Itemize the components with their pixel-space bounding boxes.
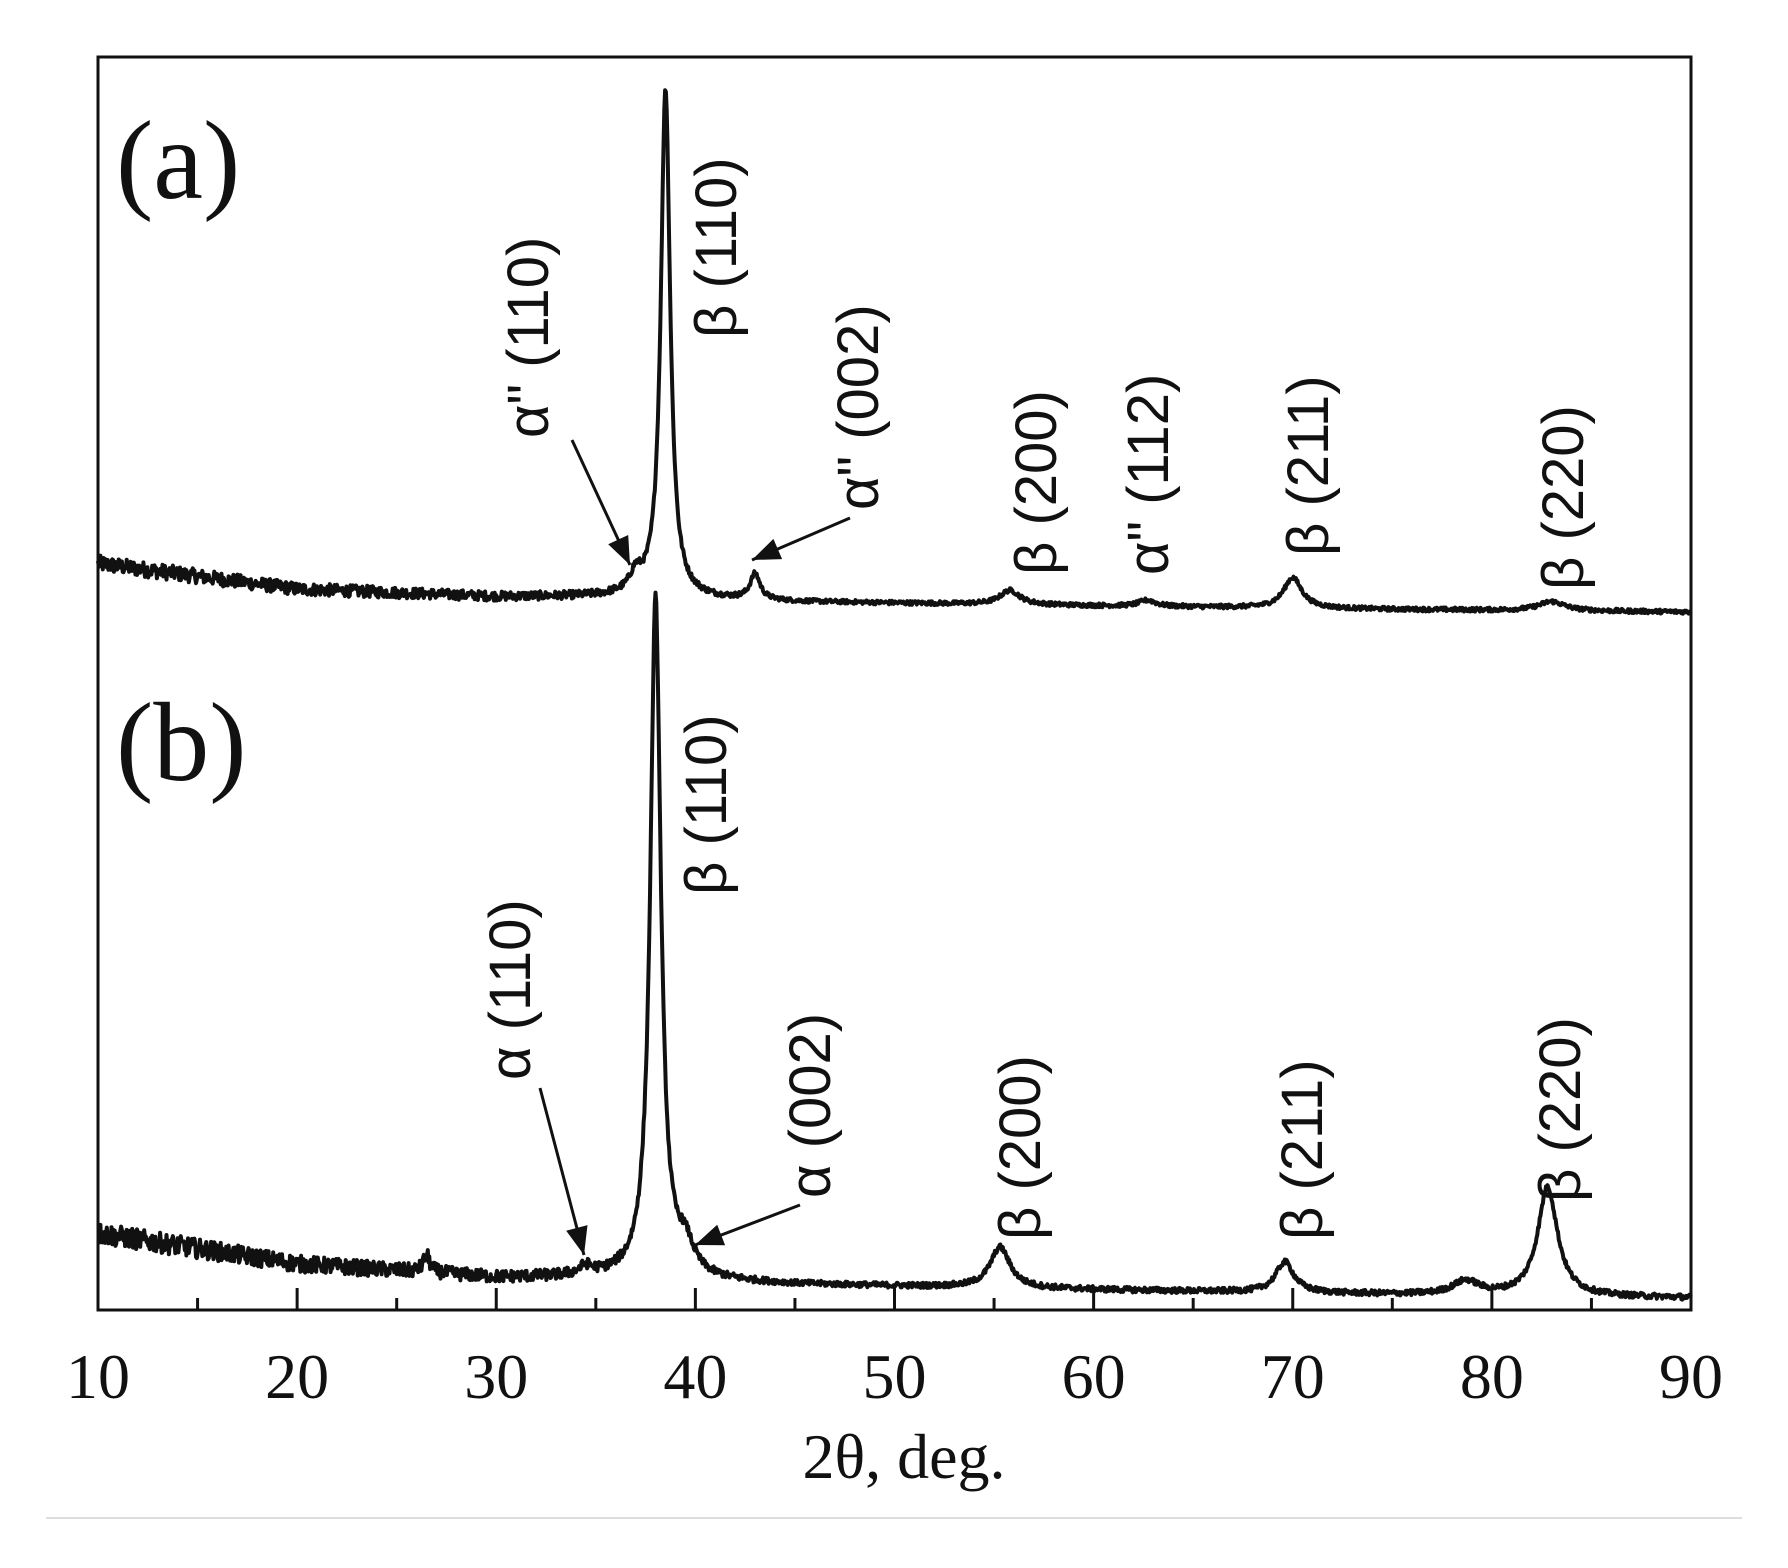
trace-panel-a: [96, 88, 1693, 616]
x-tick-label-30: 30: [464, 1341, 528, 1412]
x-tick-label-60: 60: [1062, 1341, 1126, 1412]
arrow-head-a-2: [752, 538, 783, 560]
x-axis-tick-labels: 10 20 30 40 50 60 70 80 90: [66, 1341, 1723, 1412]
panel-labels: (a) (b): [116, 99, 247, 805]
x-tick-label-50: 50: [863, 1341, 927, 1412]
peak-label-a-4: α" (112): [1116, 374, 1181, 575]
x-tick-label-70: 70: [1261, 1341, 1325, 1412]
peak-label-a-0: α" (110): [496, 237, 561, 438]
diffraction-traces: [96, 88, 1693, 1302]
panel-label-b: (b): [116, 681, 247, 805]
x-tick-label-90: 90: [1659, 1341, 1723, 1412]
x-tick-label-10: 10: [66, 1341, 130, 1412]
x-tick-label-40: 40: [663, 1341, 727, 1412]
arrow-line-b-0: [538, 1087, 586, 1256]
peak-label-b-1: β (110): [674, 714, 739, 895]
x-axis-title: 2θ, deg.: [802, 1421, 1005, 1492]
peak-label-a-2: α" (002): [826, 304, 891, 510]
arrow-head-b-0: [566, 1225, 588, 1255]
arrow-head-b-2: [695, 1224, 726, 1246]
x-tick-label-80: 80: [1460, 1341, 1524, 1412]
trace-panel-b: [96, 590, 1693, 1302]
x-tick-label-20: 20: [265, 1341, 329, 1412]
peak-annotations: α" (110) β (110) α" (002) β (200) α" (112) β …: [478, 157, 1596, 1256]
peak-label-b-0: α (110): [478, 899, 543, 1080]
peak-label-a-5: β (211): [1276, 375, 1341, 556]
peak-label-a-1: β (110): [684, 157, 749, 338]
panel-label-a: (a): [116, 99, 240, 223]
peak-label-b-3: β (200): [988, 1055, 1053, 1240]
peak-label-b-2: α (002): [778, 1013, 843, 1198]
peak-label-b-4: β (211): [1270, 1059, 1335, 1240]
peak-label-a-6: β (220): [1531, 405, 1596, 590]
arrow-head-a-0: [608, 535, 630, 565]
peak-label-b-5: β (220): [1528, 1017, 1593, 1202]
peak-label-a-3: β (200): [1004, 390, 1069, 575]
x-axis-ticks: [96, 1288, 1693, 1310]
plot-frame: [96, 55, 1693, 1312]
